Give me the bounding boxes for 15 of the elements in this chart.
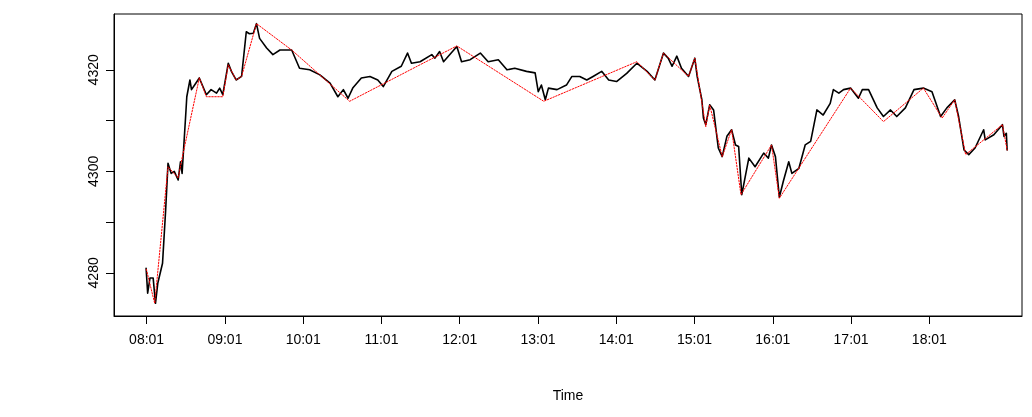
x-tick-label: 11:01: [364, 331, 399, 347]
x-tick-label: 15:01: [677, 331, 713, 347]
x-tick-label: 08:01: [129, 331, 165, 347]
y-tick-label: 4300: [85, 155, 101, 187]
x-tick-label: 18:01: [911, 331, 948, 347]
x-tick-label: 17:01: [833, 331, 869, 347]
x-tick-label: 13:01: [520, 331, 556, 347]
x-tick-label: 16:01: [755, 331, 791, 347]
x-axis-title: Time: [552, 387, 584, 403]
x-tick-label: 12:01: [442, 331, 478, 347]
y-tick-label: 4320: [85, 54, 101, 86]
x-tick-label: 14:01: [598, 331, 634, 347]
y-tick-label: 4280: [85, 257, 101, 289]
x-tick-label: 10:01: [285, 331, 321, 347]
x-tick-label: 09:01: [207, 331, 243, 347]
